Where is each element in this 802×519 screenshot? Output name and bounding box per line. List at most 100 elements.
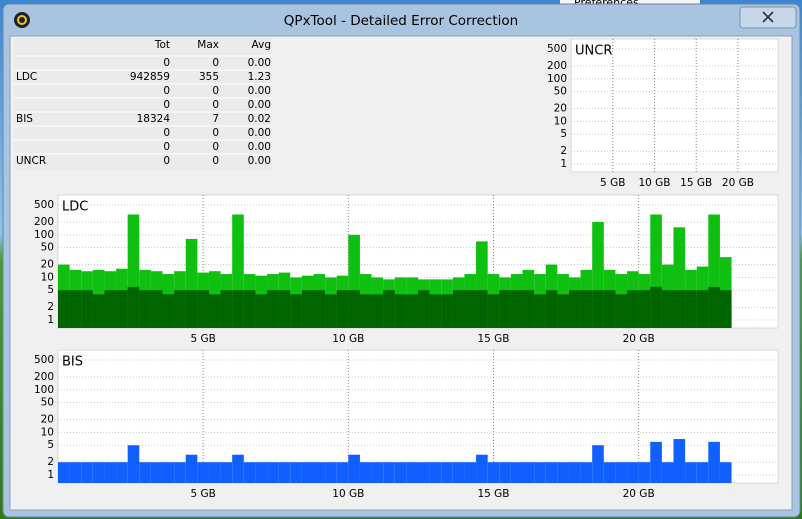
y-tick-label: 20 [41,259,54,271]
bar [301,290,314,328]
bar [139,290,151,328]
bar [371,294,384,328]
bar [708,441,720,483]
bar [174,462,186,483]
bar [603,290,616,328]
bar [313,462,326,483]
x-tick-label: 20 GB [722,177,754,189]
bar [290,294,302,328]
bar [522,462,535,483]
y-tick-label: 500 [547,43,567,55]
table-cell: 0.00 [248,155,271,167]
bar [325,462,337,483]
column-header: Tot [154,39,170,51]
bar [359,294,372,328]
column-header: Max [197,39,219,51]
bar [406,294,418,328]
bar [81,462,93,483]
x-tick-label: 20 GB [623,488,655,500]
bar [673,439,686,483]
x-tick-label: 5 GB [190,488,215,500]
bar [116,290,128,328]
bar [557,462,569,483]
column-header: Avg [252,39,271,51]
bar [452,290,465,328]
y-tick-label: 500 [34,354,54,366]
bar [104,290,117,328]
table-cell: 0 [163,127,170,139]
y-tick-label: 200 [34,371,54,383]
bar [185,454,198,483]
bar [81,290,93,328]
y-tick-label: 2 [47,301,54,313]
y-tick-label: 2 [560,145,567,157]
table-cell: 0 [212,141,219,153]
bar [510,462,523,483]
bar [150,462,163,483]
bar [348,290,360,328]
bar [650,441,662,483]
bar [278,462,291,483]
bar [627,462,639,483]
bar [92,294,105,328]
bar [615,462,628,483]
x-tick-label: 15 GB [477,333,509,345]
bar [255,462,268,483]
bar [348,234,360,328]
table-cell: 0 [163,57,170,69]
table-cell: 0 [163,155,170,167]
y-tick-label: 10 [41,271,54,283]
bar [185,290,198,328]
bar [92,462,105,483]
bar [255,294,268,328]
chart-label: LDC [62,200,88,215]
bar [359,462,372,483]
bar [197,462,209,483]
bar [661,462,674,483]
bar [592,290,604,328]
y-tick-label: 50 [41,242,54,254]
bar [685,462,697,483]
table-cell: 18324 [137,113,171,125]
y-tick-label: 5 [47,439,54,451]
bar [696,290,709,328]
x-tick-label: 5 GB [190,333,215,345]
bar [418,462,430,483]
bar [208,462,221,483]
bar [220,290,233,328]
bar [592,445,604,483]
table-cell: 0.02 [248,113,271,125]
table-cell: 942859 [130,71,170,83]
bar [638,462,651,483]
bar [418,290,430,328]
bar [499,462,511,483]
bar [487,294,500,328]
bar [127,445,140,483]
table-cell: LDC [16,71,37,83]
bar [69,462,82,483]
bar [383,462,395,483]
bar [580,462,593,483]
table-cell: 0.00 [248,141,271,153]
bar [476,241,488,328]
bar [185,238,198,328]
bar [336,290,349,328]
y-tick-label: 2 [47,456,54,468]
bar [150,290,163,328]
y-tick-label: 50 [41,397,54,409]
bar [394,462,407,483]
table-cell: 0.00 [248,127,271,139]
bar [197,290,209,328]
y-tick-label: 10 [41,426,54,438]
bar [232,454,244,483]
y-tick-label: 1 [560,158,567,170]
y-tick-label: 100 [34,229,54,241]
bar [441,294,453,328]
bar [429,462,442,483]
table-cell: 0 [212,127,219,139]
bar [464,462,477,483]
x-tick-label: 20 GB [623,333,655,345]
chart-label: BIS [62,355,83,370]
app-icon [14,12,30,28]
